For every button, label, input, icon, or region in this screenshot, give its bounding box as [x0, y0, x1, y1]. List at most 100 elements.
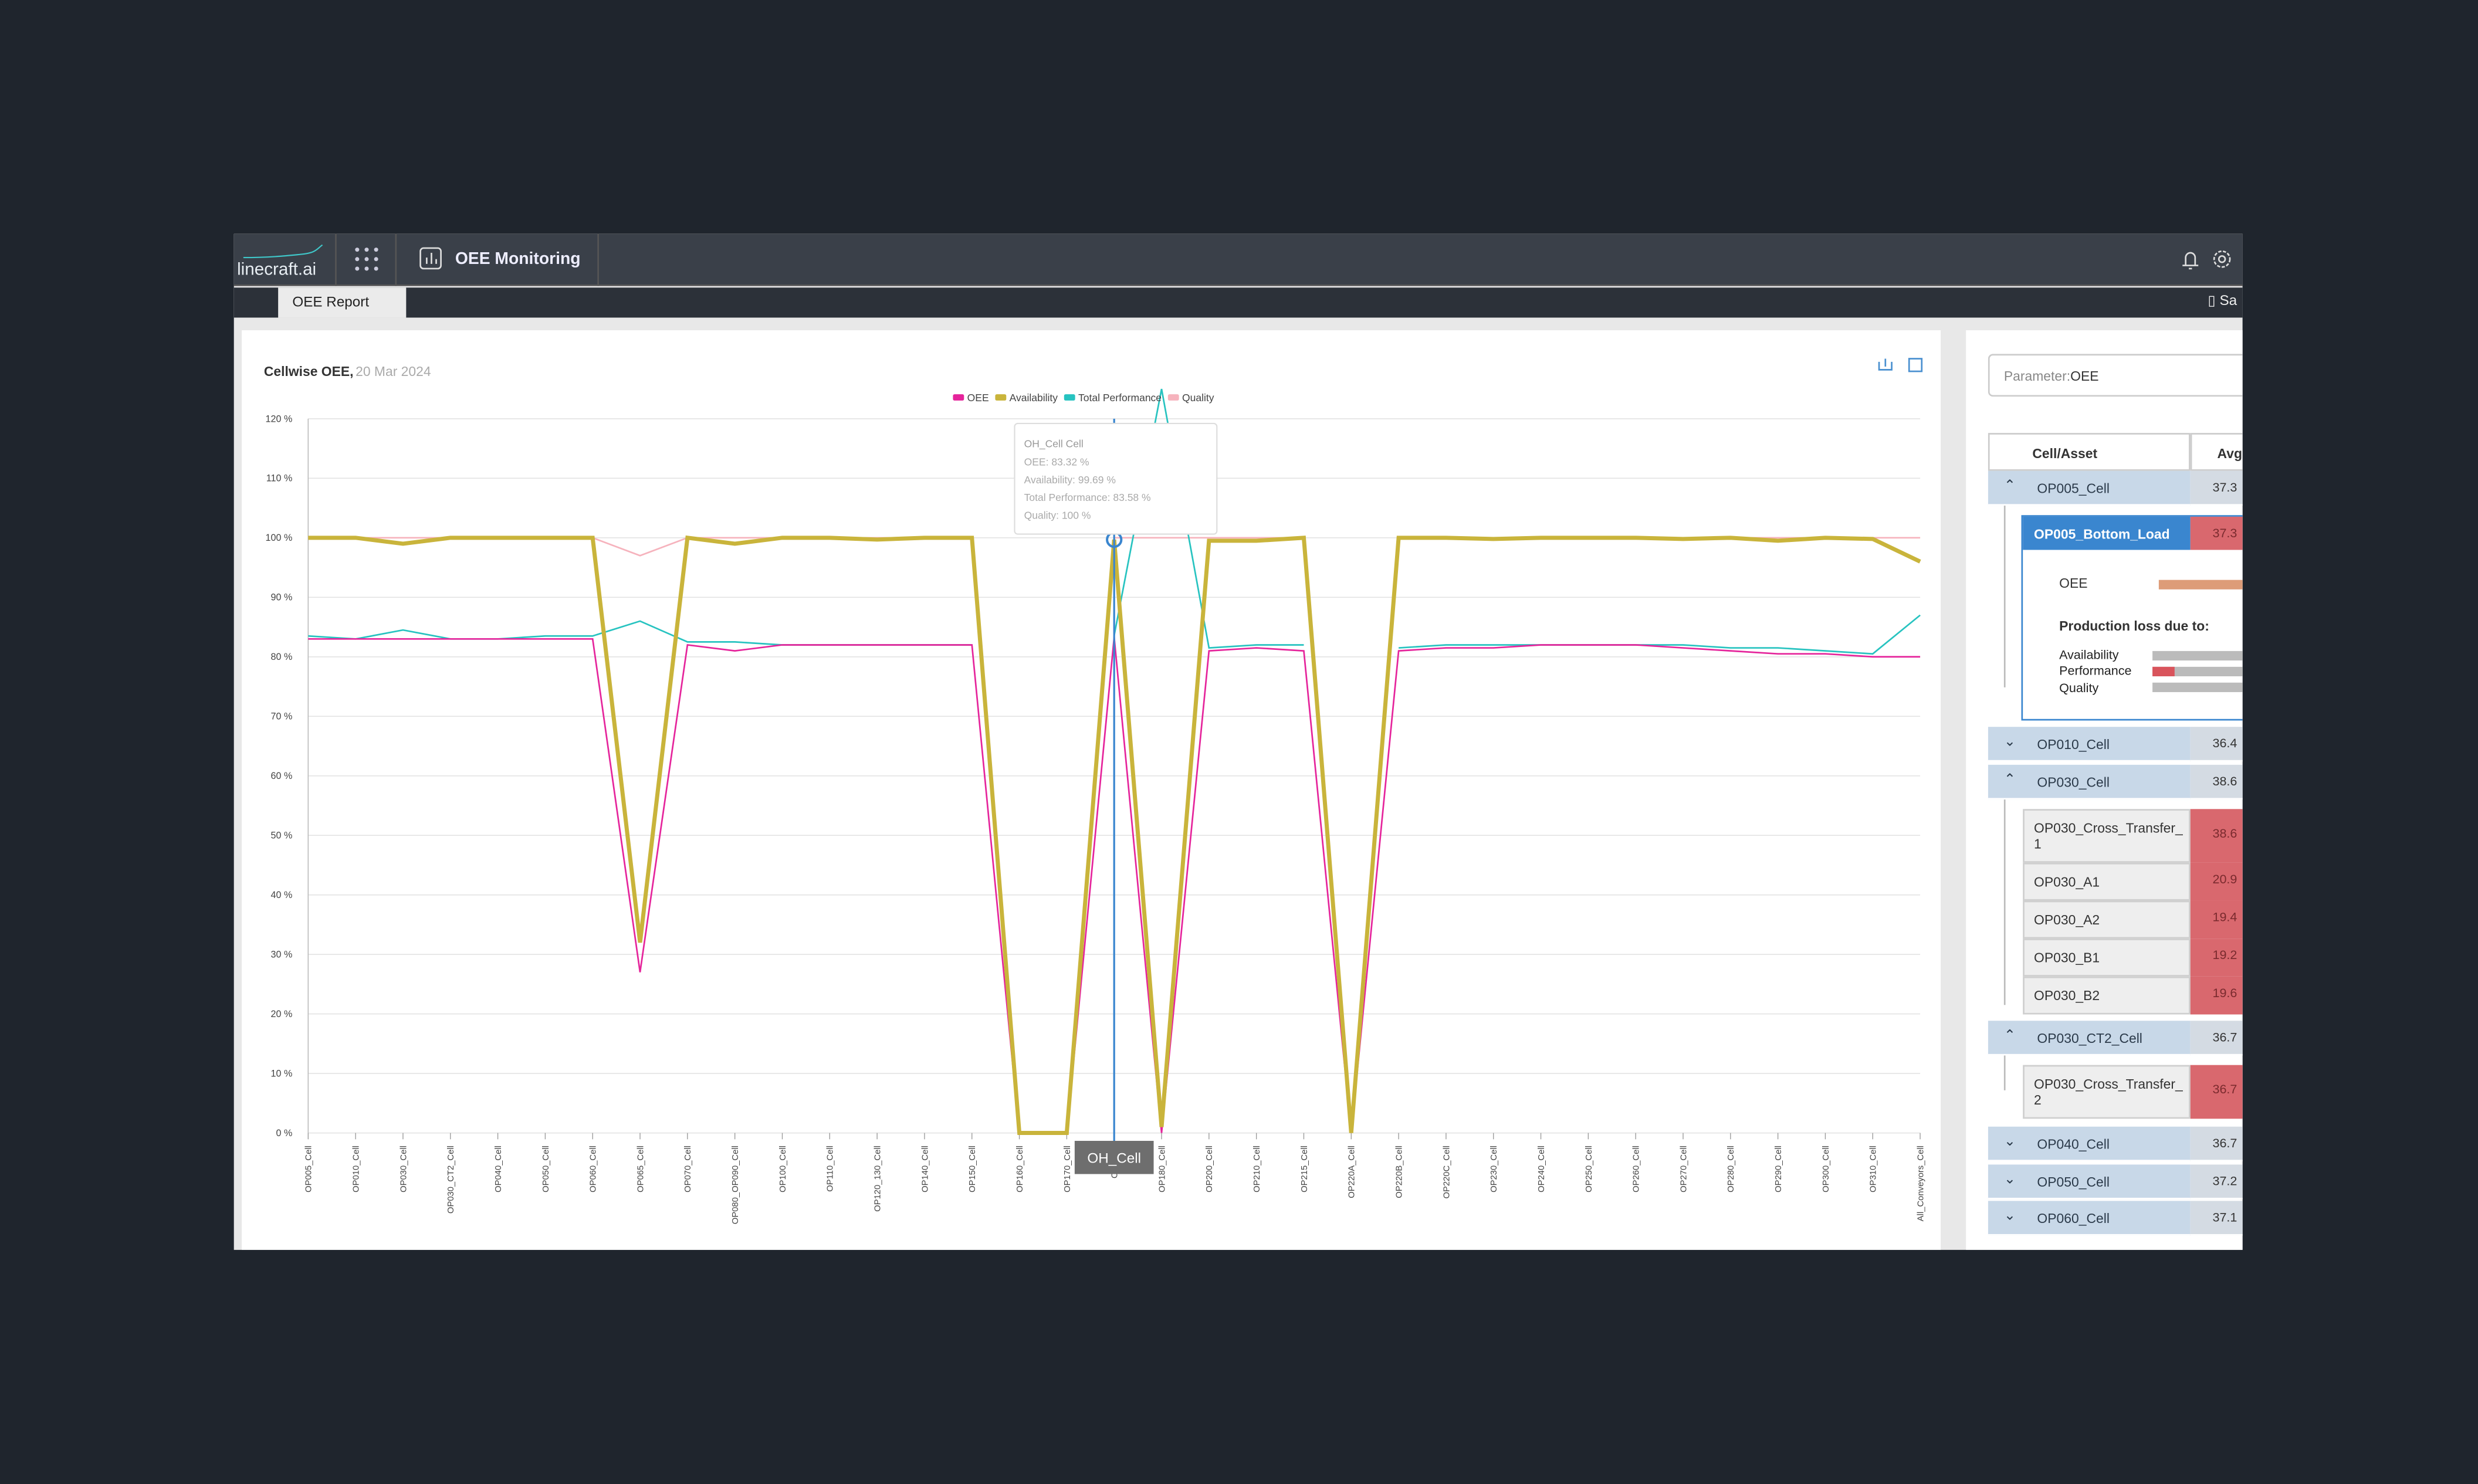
chart-title: Cellwise OEE,	[264, 364, 354, 379]
logo-curve	[243, 244, 323, 259]
y-tick-label: 120 %	[266, 414, 293, 424]
x-tick-label: OP300_Cell	[1822, 1146, 1831, 1192]
x-tick-label: OP210_Cell	[1252, 1146, 1262, 1192]
chevron[interactable]: ⌃	[2003, 1027, 2016, 1043]
logo[interactable]: linecraft.ai	[237, 260, 317, 280]
x-tick-label: OP030_Cell	[399, 1146, 408, 1192]
child-row[interactable]: OP030_Cross_Transfer_2	[2023, 1065, 2191, 1119]
x-tick-label: OP150_Cell	[968, 1146, 977, 1192]
chevron[interactable]: ⌄	[2003, 1207, 2016, 1224]
download-icon[interactable]	[1878, 358, 1893, 371]
legend-swatch	[995, 394, 1007, 401]
parameter-select[interactable]: Parameter:OEE	[1988, 354, 2243, 397]
app-window: linecraft.ai OEE Monitoring OEE Report ▯…	[233, 233, 2243, 1250]
group-row[interactable]: ⌄ OP010_Cell	[1988, 727, 2191, 762]
legend-swatch	[1064, 394, 1075, 401]
chevron[interactable]: ⌄	[2003, 1133, 2016, 1149]
legend-swatch	[1167, 394, 1179, 401]
hover-label: OH_Cell	[1087, 1151, 1141, 1167]
group-avg: 36.7	[2190, 1126, 2243, 1162]
group-avg: 38.6	[2190, 764, 2243, 800]
group-name: OP040_Cell	[2037, 1136, 2110, 1152]
loss-item: Quality	[2059, 680, 2099, 695]
x-tick-label: OP080_OP090_Cell	[731, 1146, 740, 1224]
x-tick-label: OP040_Cell	[494, 1146, 503, 1192]
x-tick-label: OP310_Cell	[1869, 1146, 1878, 1192]
chart-subtitle: 20 Mar 2024	[356, 364, 431, 379]
group-row[interactable]: ⌃ OP005_Cell	[1988, 470, 2191, 506]
legend-swatch	[953, 394, 964, 401]
divider	[335, 233, 337, 286]
loss-bar-fill	[2152, 666, 2175, 676]
expand-icon[interactable]	[1908, 358, 1923, 372]
child-avg: 19.6	[2190, 976, 2243, 1015]
apps-icon[interactable]	[351, 245, 382, 277]
loss-bar	[2152, 682, 2243, 692]
group-avg: 37.2	[2190, 1164, 2243, 1200]
x-tick-label: OP010_Cell	[352, 1146, 361, 1192]
y-tick-label: 80 %	[271, 652, 293, 662]
x-tick-label: OP280_Cell	[1727, 1146, 1736, 1192]
group-avg: 36.7	[2190, 1021, 2243, 1056]
group-row[interactable]: ⌃ OP030_CT2_Cell	[1988, 1021, 2191, 1056]
child-avg: 38.6	[2190, 809, 2243, 863]
y-tick-label: 20 %	[271, 1009, 293, 1019]
chevron[interactable]: ⌄	[2003, 1171, 2016, 1187]
x-tick-label: OP230_Cell	[1489, 1146, 1499, 1192]
y-tick-label: 30 %	[271, 950, 293, 960]
chevron[interactable]: ⌄	[2003, 733, 2016, 749]
x-tick-label: OP200_Cell	[1205, 1146, 1214, 1192]
y-tick-label: 40 %	[271, 890, 293, 900]
tree-line	[2003, 506, 2006, 687]
child-row[interactable]: OP030_B1	[2023, 938, 2191, 977]
x-tick-label: OP180_Cell	[1157, 1146, 1167, 1192]
child-row[interactable]: OP030_B2	[2023, 976, 2191, 1015]
x-tick-label: OP060_Cell	[589, 1146, 598, 1192]
x-tick-label: OP070_Cell	[683, 1146, 693, 1192]
y-tick-label: 90 %	[271, 592, 293, 603]
loss-title: Production loss due to:	[2059, 618, 2209, 634]
group-row[interactable]: ⌃ OP030_Cell	[1988, 764, 2191, 800]
chevron[interactable]: ⌃	[2003, 477, 2016, 493]
detail-name[interactable]: OP005_Bottom_Load	[2023, 516, 2191, 550]
y-tick-label: 110 %	[266, 473, 293, 484]
save-button[interactable]: ▯ Sa	[2208, 292, 2237, 309]
tooltip-line: OEE: 83.32 %	[1024, 456, 1089, 467]
child-row[interactable]: OP030_A1	[2023, 862, 2191, 901]
top-bar	[233, 233, 2243, 286]
chart-icon	[419, 247, 442, 270]
group-row[interactable]: ⌄ OP060_Cell	[1988, 1201, 2191, 1236]
child-row[interactable]: OP030_Cross_Transfer_1	[2023, 809, 2191, 863]
x-tick-label: OP220C_Cell	[1442, 1146, 1451, 1198]
legend-label: Total Performance	[1078, 392, 1162, 404]
group-row[interactable]: ⌄ OP040_Cell	[1988, 1126, 2191, 1162]
column-header: Avg	[2190, 433, 2243, 471]
tooltip-line: Availability: 99.69 %	[1024, 474, 1116, 486]
x-tick-label: OP170_Cell	[1063, 1146, 1072, 1192]
x-tick-label: OP220B_Cell	[1394, 1146, 1404, 1198]
header-icons[interactable]	[2178, 246, 2232, 272]
divider	[597, 233, 599, 286]
loss-item: Performance	[2059, 664, 2132, 679]
chevron[interactable]: ⌃	[2003, 771, 2016, 787]
tooltip-title: OH_Cell Cell	[1024, 438, 1084, 450]
detail-box	[2021, 515, 2243, 721]
y-tick-label: 100 %	[266, 533, 293, 543]
y-tick-label: 70 %	[271, 711, 293, 722]
tooltip-line: Quality: 100 %	[1024, 510, 1091, 521]
legend-label: Availability	[1010, 392, 1058, 404]
x-tick-label: OP290_Cell	[1774, 1146, 1783, 1192]
group-avg: 37.3	[2190, 470, 2243, 506]
legend-label: OEE	[967, 392, 989, 404]
tooltip-line: Total Performance: 83.58 %	[1024, 492, 1151, 503]
group-row[interactable]: ⌄ OP050_Cell	[1988, 1164, 2191, 1200]
tab[interactable]: OEE Report	[278, 287, 407, 318]
child-row[interactable]: OP030_A2	[2023, 900, 2191, 939]
y-tick-label: 0 %	[276, 1128, 293, 1139]
group-avg: 36.4	[2190, 727, 2243, 762]
parameter-label: Parameter:	[2003, 368, 2071, 384]
group-avg: 37.1	[2190, 1201, 2243, 1236]
loss-bar	[2152, 650, 2243, 661]
x-tick-label: OP065_Cell	[636, 1146, 645, 1192]
